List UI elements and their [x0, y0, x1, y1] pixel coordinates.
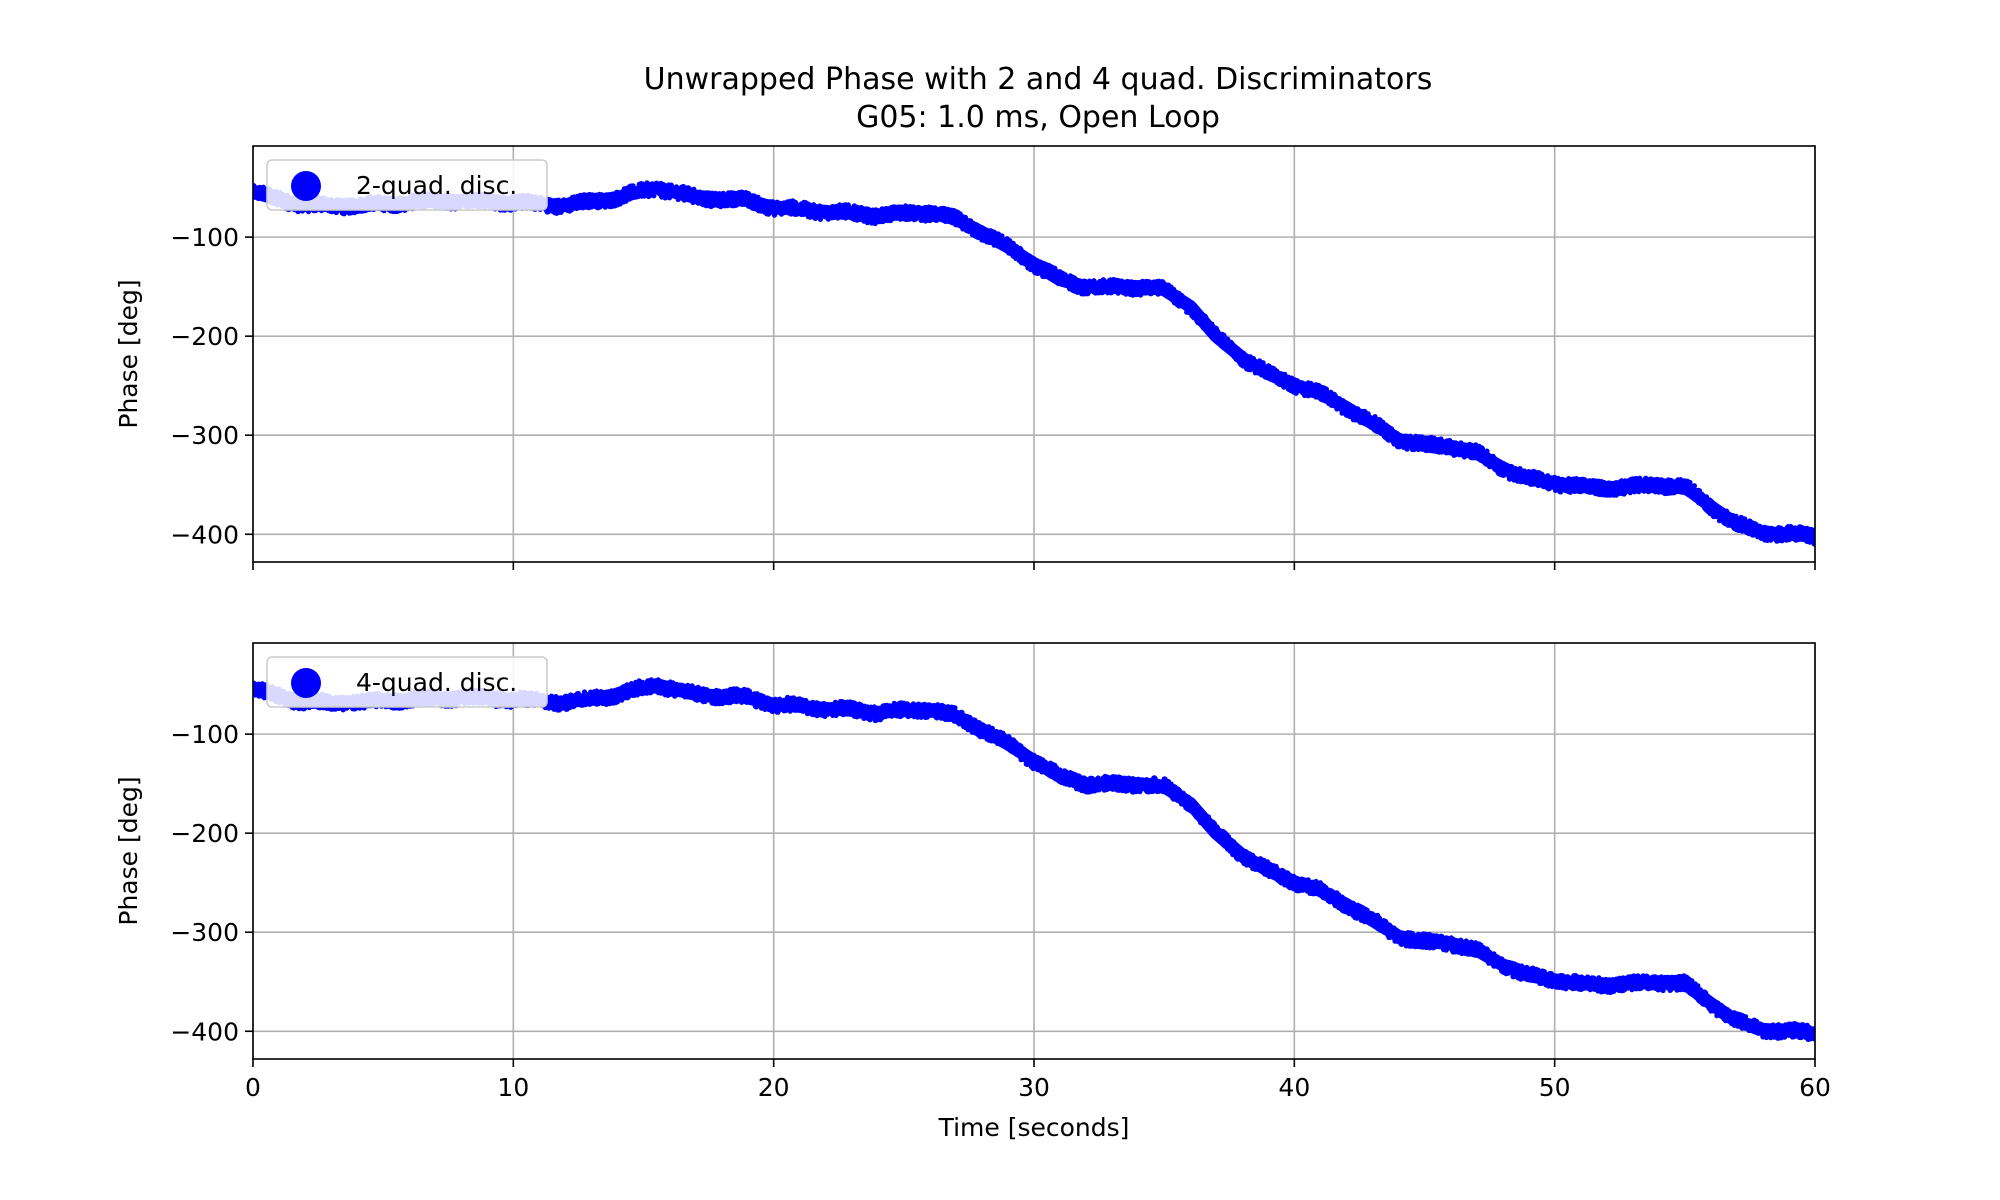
figure-title-line1: Unwrapped Phase with 2 and 4 quad. Discr…	[644, 62, 1433, 97]
figure-title-line2: G05: 1.0 ms, Open Loop	[856, 100, 1220, 135]
top-panel: −100−200−300−400 Phase [deg] 2-quad. dis…	[114, 145, 1816, 570]
